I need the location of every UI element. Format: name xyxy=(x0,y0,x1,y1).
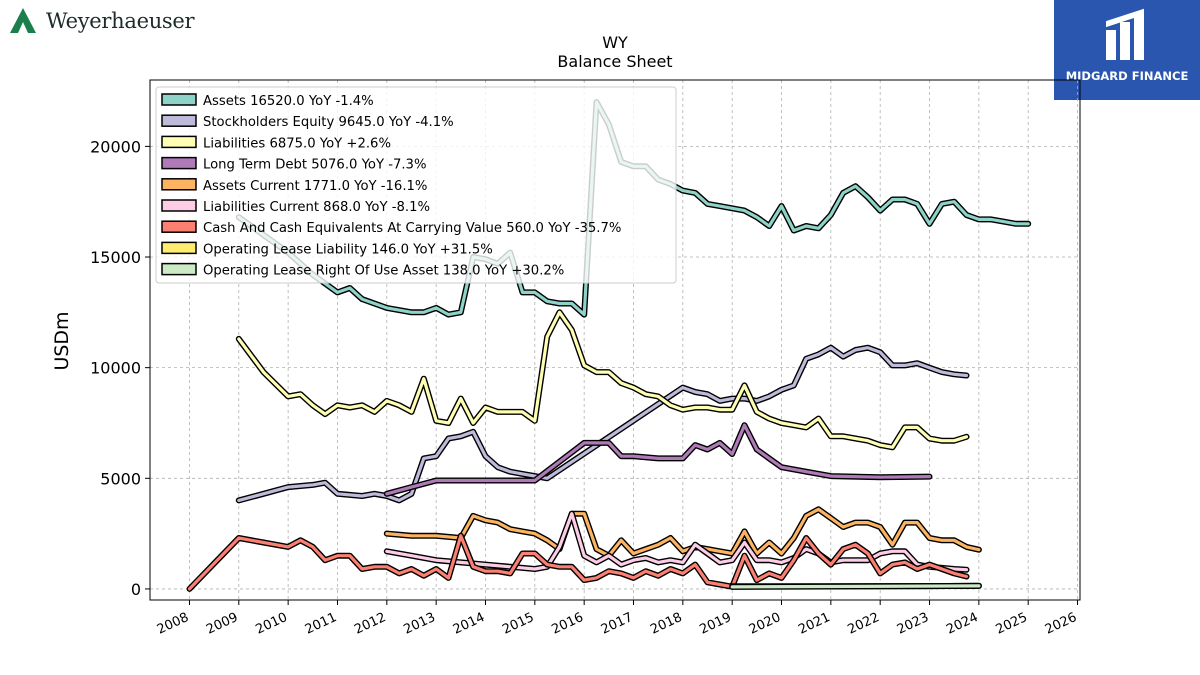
y-axis: 0 5000 10000 15000 20000 xyxy=(90,137,150,599)
plot-frame xyxy=(149,79,1081,601)
series-line xyxy=(187,534,969,591)
y-tick-label: 0 xyxy=(131,580,141,599)
y-tick-label: 15000 xyxy=(90,248,141,267)
series-line-outline xyxy=(235,309,970,451)
legend-swatch xyxy=(161,135,197,149)
series-line xyxy=(385,512,969,572)
series-liabilities-current xyxy=(383,510,970,573)
x-tick-label: 2012 xyxy=(352,610,388,638)
legend-entry-label: Operating Lease Right Of Use Asset 138.0… xyxy=(203,264,564,279)
legend-frame xyxy=(155,86,677,284)
y-tick-label: 5000 xyxy=(100,469,141,488)
legend-entry-label: Liabilities Current 868.0 YoY -8.1% xyxy=(203,200,430,215)
weyerhaeuser-tree-icon xyxy=(10,8,36,33)
x-tick-label: 2022 xyxy=(846,610,882,638)
midgard-emblem-icon xyxy=(1106,8,1144,60)
x-tick-label: 2019 xyxy=(698,610,734,638)
x-tick-label: 2011 xyxy=(303,610,339,638)
x-tick-label: 2015 xyxy=(500,610,536,638)
series-long-term-debt xyxy=(383,422,933,497)
legend-swatch xyxy=(161,93,197,106)
legend: Assets 16520.0 YoY -1.4% Stockholders Equ… xyxy=(155,86,677,284)
x-tick-label: 2023 xyxy=(895,610,931,638)
x-axis: 2008 2009 2010 2011 2012 2013 2014 2015 2016 2017… xyxy=(155,600,1079,638)
y-tick-label: 10000 xyxy=(90,359,141,378)
series-cash-and-cash-equivalents-at-carrying-value xyxy=(186,532,970,592)
series-line xyxy=(385,423,932,496)
x-tick-label: 2026 xyxy=(1043,610,1079,638)
x-tick-label: 2025 xyxy=(994,610,1030,638)
series-line xyxy=(237,346,969,502)
x-tick-label: 2016 xyxy=(550,610,586,638)
legend-swatch xyxy=(161,220,197,233)
legend-entry-label: Cash And Cash Equivalents At Carrying Va… xyxy=(203,221,621,236)
series-stockholders-equity xyxy=(235,344,970,504)
legend-swatch xyxy=(161,114,197,127)
x-tick-label: 2013 xyxy=(402,610,438,638)
x-tick-label: 2017 xyxy=(599,610,635,638)
legend-entry-label: Liabilities 6875.0 YoY +2.6% xyxy=(203,136,391,151)
chart-subtitle: Balance Sheet xyxy=(557,52,672,71)
x-tick-label: 2008 xyxy=(155,610,191,638)
legend-swatch xyxy=(161,262,197,276)
legend-swatch xyxy=(161,199,197,212)
company-name: Weyerhaeuser xyxy=(46,9,195,33)
legend-entry-label: Stockholders Equity 9645.0 YoY -4.1% xyxy=(203,115,454,130)
y-axis-label: USDm xyxy=(51,311,73,370)
x-tick-label: 2018 xyxy=(648,610,684,638)
weyerhaeuser-logo: Weyerhaeuser xyxy=(6,6,195,36)
legend-entry-label: Operating Lease Liability 146.0 YoY +31.… xyxy=(203,242,493,257)
series-line xyxy=(730,584,981,589)
legend-entry-label: Assets 16520.0 YoY -1.4% xyxy=(203,94,374,109)
legend-entry-label: Assets Current 1771.0 YoY -16.1% xyxy=(203,179,427,194)
chart-title: WY xyxy=(602,33,628,52)
legend-swatch xyxy=(161,178,197,191)
legend-entry-label: Long Term Debt 5076.0 YoY -7.3% xyxy=(203,158,426,173)
series-operating-lease-right-of-use-asset xyxy=(729,582,982,590)
legend-swatch xyxy=(161,156,197,170)
x-tick-label: 2014 xyxy=(451,610,487,638)
midgard-finance-logo: MIDGARD FINANCE xyxy=(1054,0,1200,100)
series-line xyxy=(237,310,969,449)
x-tick-label: 2020 xyxy=(747,610,783,638)
legend-swatch xyxy=(161,241,197,255)
y-tick-label: 20000 xyxy=(90,137,141,156)
x-tick-label: 2009 xyxy=(204,610,240,638)
x-tick-label: 2024 xyxy=(944,610,980,638)
x-tick-label: 2010 xyxy=(254,610,290,638)
x-tick-label: 2021 xyxy=(796,610,832,638)
series-liabilities xyxy=(235,309,970,451)
midgard-finance-name: MIDGARD FINANCE xyxy=(1065,69,1189,83)
